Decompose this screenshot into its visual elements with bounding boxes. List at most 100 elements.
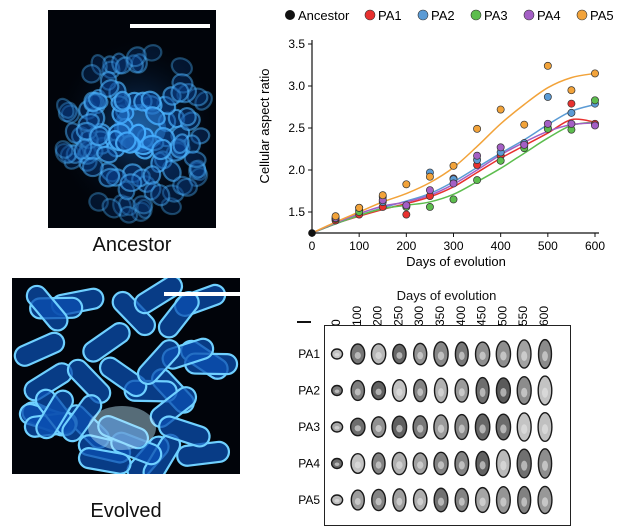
evolved-cell-network	[13, 278, 240, 474]
x-tick-label: 300	[443, 239, 463, 253]
gallery-cell-vacuole	[521, 424, 528, 435]
ancestor-cell-cluster	[53, 24, 216, 225]
gallery-cell-vacuole	[458, 497, 465, 506]
ancestor-cell	[189, 161, 208, 182]
data-point-pa1	[567, 99, 576, 108]
gallery-cell-vacuole	[479, 351, 486, 360]
ancestor-cell	[113, 90, 132, 111]
data-point-pa5	[378, 191, 387, 200]
ancestor-cell	[73, 138, 93, 160]
ancestor-cell	[59, 144, 80, 164]
data-point-pa3	[425, 203, 434, 211]
gallery-row-labels: PA1 PA2 PA3 PA4 PA5	[298, 347, 320, 507]
ancestor-cell	[170, 82, 190, 103]
evolved-cell	[158, 415, 211, 448]
ancestor-cell	[188, 159, 207, 179]
gallery-day-label: 350	[433, 306, 447, 326]
ancestor-cell	[172, 133, 190, 155]
ancestor-cell	[130, 53, 148, 74]
evolved-cell	[77, 447, 132, 474]
gallery-cell-vacuole	[458, 351, 465, 360]
legend-marker	[364, 9, 376, 21]
gallery-cell-vacuole	[417, 351, 424, 360]
data-point-pa5	[591, 69, 599, 78]
gallery-cell-vacuole	[541, 387, 549, 398]
evolved-cell	[149, 386, 198, 429]
data-point-pa5	[567, 86, 576, 95]
ancestor-cell	[119, 173, 143, 193]
evolved-bright-junction	[88, 406, 156, 450]
ancestor-cell	[132, 195, 154, 215]
x-tick-label: 400	[491, 239, 511, 253]
gallery-day-label: 300	[412, 306, 426, 326]
gallery-cell-vacuole	[500, 424, 507, 434]
legend-label: PA5	[590, 8, 614, 23]
ancestor-cell	[89, 125, 110, 147]
gallery-cell-vacuole	[458, 388, 465, 397]
gallery-cell-vacuole	[334, 499, 340, 503]
x-axis-label: Days of evolution	[406, 254, 506, 269]
evolved-cell	[136, 339, 181, 386]
gallery-day-label: 100	[350, 306, 364, 326]
gallery-scale-bar	[297, 321, 311, 323]
data-point-pa3	[496, 156, 505, 165]
gallery-cell-vacuole	[521, 460, 528, 471]
evolved-scale-bar	[164, 292, 240, 296]
evolved-cell	[61, 394, 103, 443]
gallery-row-label: PA1	[298, 347, 320, 361]
legend-item-pa5: PA5	[576, 8, 614, 23]
x-tick-label: 100	[349, 239, 369, 253]
gallery-cell-vacuole	[375, 461, 382, 469]
x-tick-label: 500	[538, 239, 558, 253]
gallery-row-label: PA2	[298, 384, 320, 398]
ancestor-cell	[130, 201, 152, 222]
data-point-pa3	[473, 176, 482, 185]
ancestor-cell	[190, 127, 211, 145]
gallery-cell-vacuole	[354, 388, 361, 396]
gallery-cell-vacuole	[354, 425, 362, 432]
legend-label: PA1	[378, 8, 402, 23]
gallery-cell-vacuole	[458, 424, 465, 434]
cell-gallery-frame	[324, 325, 571, 526]
ancestor-cell	[126, 54, 144, 74]
ancestor-cell	[54, 142, 77, 165]
legend-item-pa1: PA1	[364, 8, 402, 23]
gallery-cell-vacuole	[438, 388, 444, 397]
gallery-cell-vacuole	[396, 497, 403, 506]
chart-plot-area: 0 100 200 300 400 500 600 1.5 2.0 2.5 3.0 3.5	[288, 37, 605, 253]
gallery-header: Days of evolution	[396, 288, 497, 303]
ancestor-cell	[143, 181, 162, 201]
x-tick-label: 200	[396, 239, 416, 253]
cell-gallery	[330, 338, 553, 515]
gallery-row-label: PA5	[298, 493, 320, 507]
legend-item-pa3: PA3	[470, 8, 508, 23]
data-point-pa5	[543, 61, 552, 70]
gallery-cell-vacuole	[375, 497, 382, 506]
evolved-cell	[66, 358, 112, 404]
gallery-cell-vacuole	[541, 497, 549, 507]
data-point-pa4	[473, 151, 482, 160]
ancestor-cell	[81, 157, 104, 178]
ancestor-cell	[160, 197, 182, 216]
data-point-pa5	[520, 120, 529, 129]
gallery-cell-vacuole	[437, 424, 445, 434]
gallery-cell-vacuole	[542, 351, 548, 362]
data-point-pa4	[402, 201, 411, 210]
gallery-cell-vacuole	[354, 351, 361, 360]
data-point-pa1	[402, 210, 411, 219]
y-tick-label: 3.0	[288, 79, 305, 93]
gallery-day-label: 400	[454, 306, 468, 326]
gallery-cell-vacuole	[479, 461, 486, 470]
gallery-cell-vacuole	[479, 387, 486, 397]
ancestor-cell	[55, 97, 75, 119]
gallery-cell-vacuole	[500, 387, 507, 397]
gallery-cell-vacuole	[500, 351, 507, 361]
gallery-row-label: PA3	[298, 420, 320, 434]
y-tick-label: 2.0	[288, 163, 305, 177]
gallery-cell-vacuole	[417, 461, 424, 469]
data-point-pa4	[425, 186, 434, 195]
ancestor-cell	[188, 167, 209, 188]
ancestor-cell	[101, 197, 123, 219]
data-point-pa2	[543, 92, 552, 101]
gallery-cell-vacuole	[396, 424, 403, 433]
